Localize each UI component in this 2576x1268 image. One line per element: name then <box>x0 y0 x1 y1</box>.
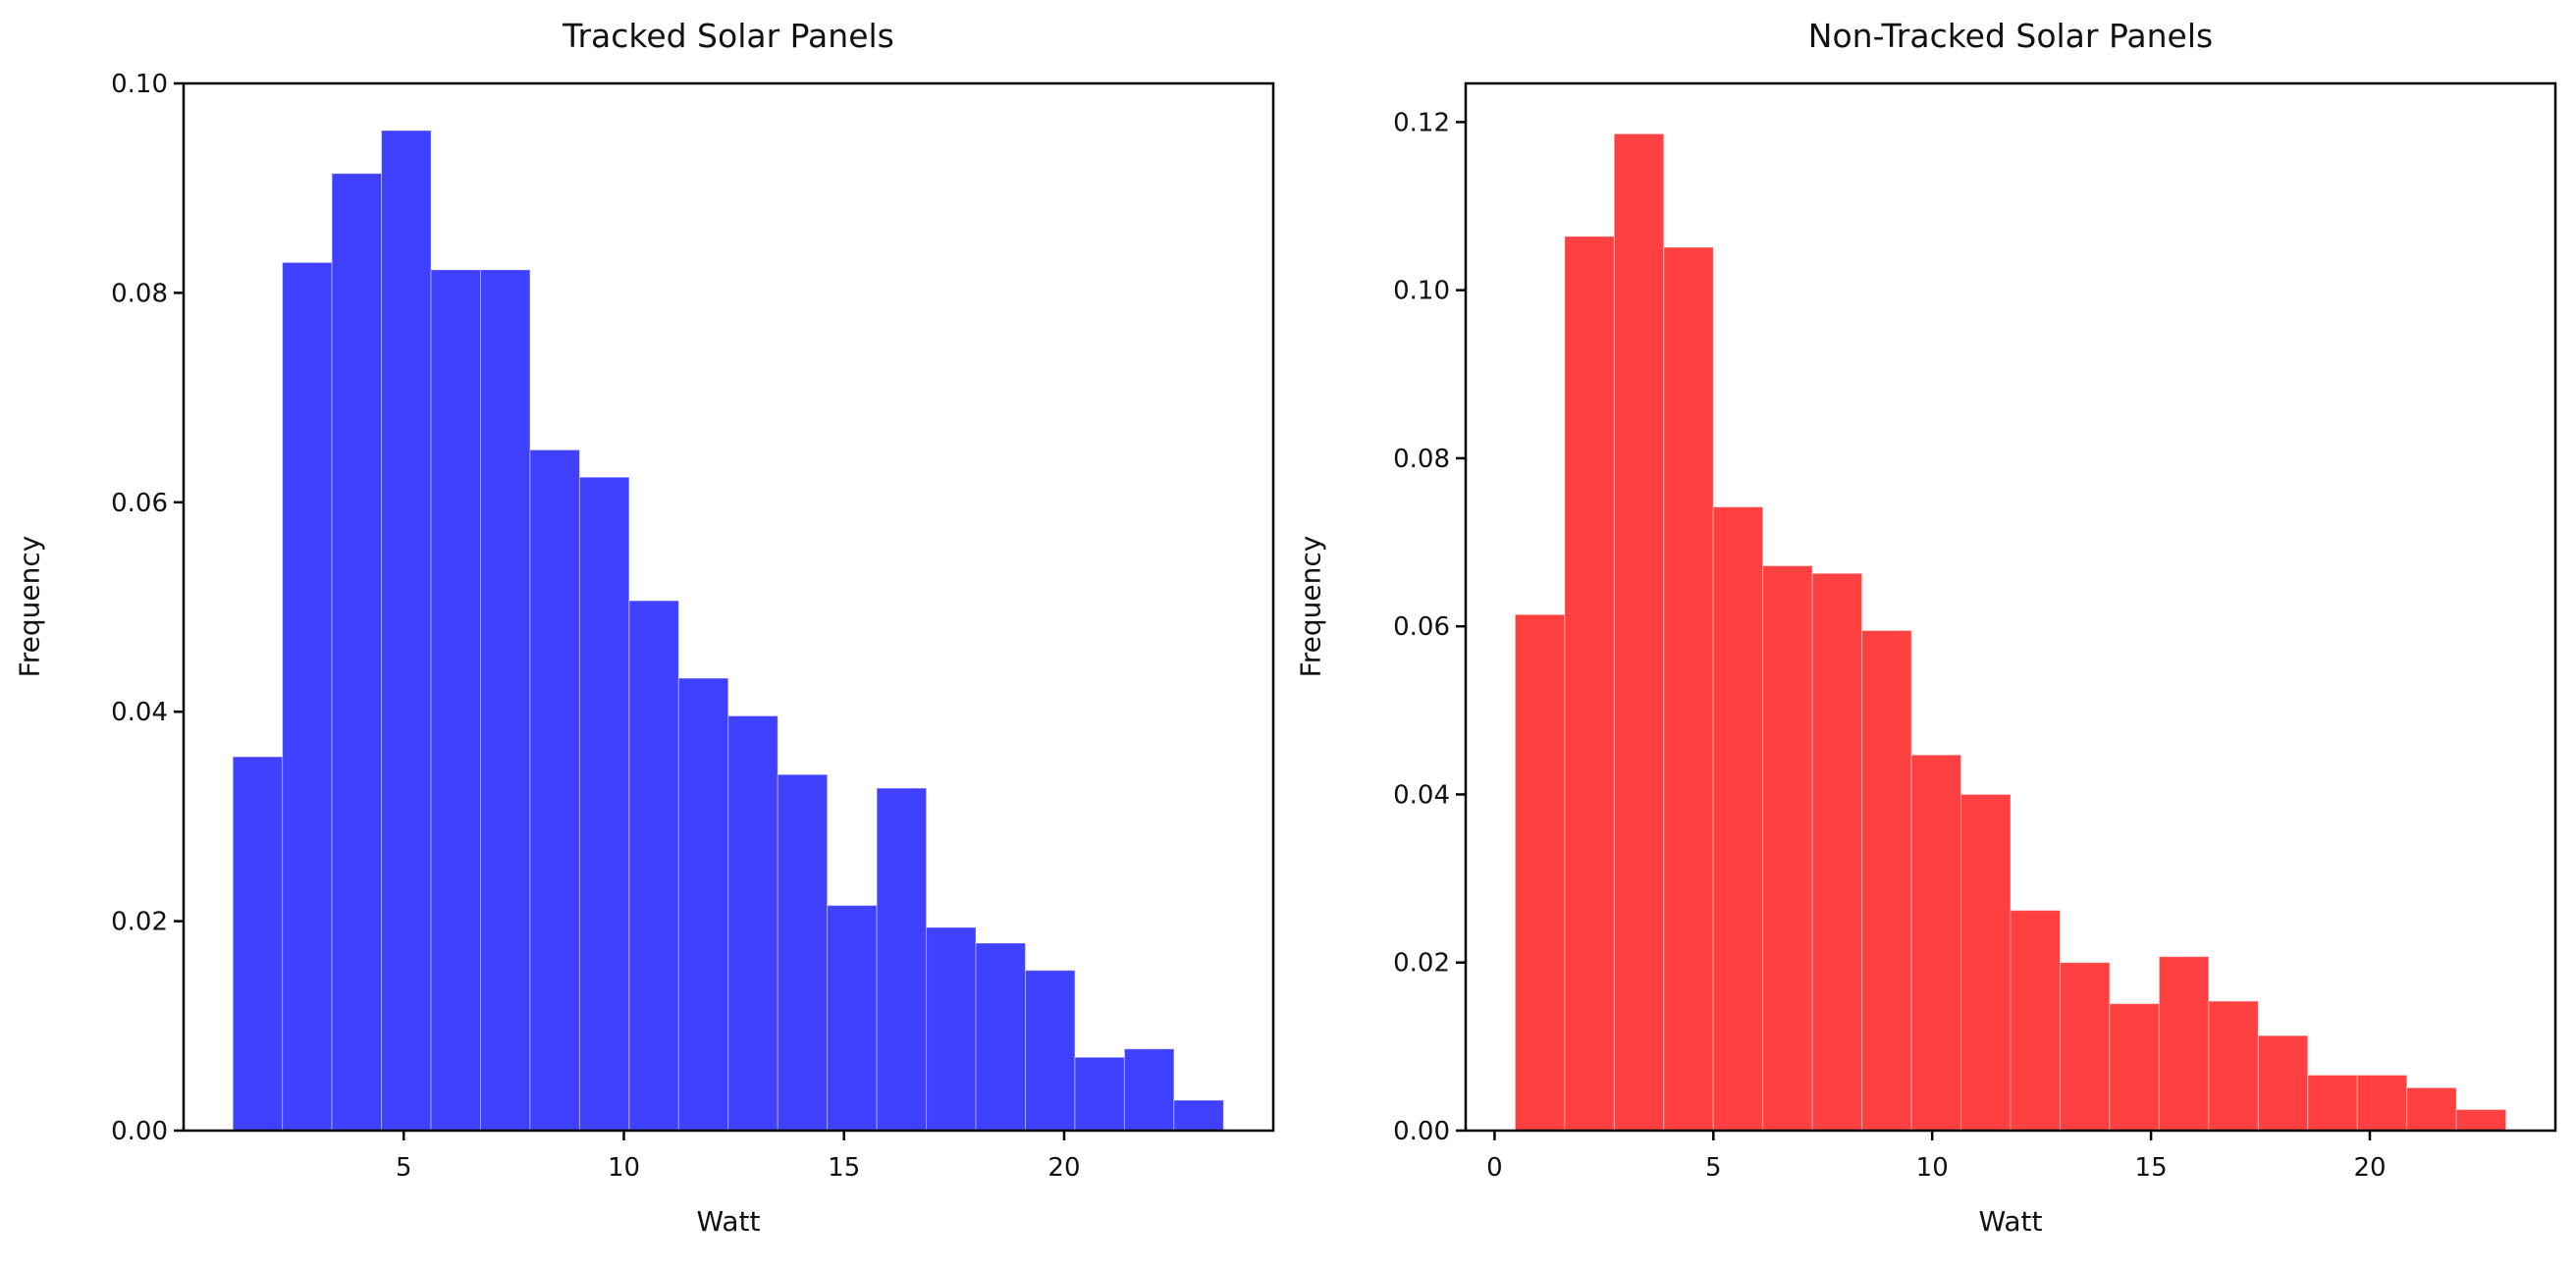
y-tick-label: 0.02 <box>111 908 168 937</box>
x-tick-label: 15 <box>2135 1153 2168 1183</box>
histogram-bar <box>331 173 383 1132</box>
x-tick-label: 5 <box>396 1153 412 1183</box>
histogram-bar <box>628 600 679 1132</box>
histogram-bar <box>1811 572 1863 1132</box>
histogram-bar <box>1762 565 1813 1132</box>
histogram-bar <box>1173 1099 1224 1132</box>
histogram-bar <box>430 269 482 1132</box>
histogram-bar <box>1025 970 1076 1132</box>
histogram-bar <box>529 449 580 1132</box>
histogram-bar <box>1613 132 1665 1132</box>
histogram-bar <box>578 476 630 1132</box>
histogram-bar <box>677 677 729 1132</box>
y-tick-label: 0.02 <box>1393 949 1450 978</box>
histogram-bar <box>975 942 1026 1132</box>
histogram-bar <box>1910 754 1962 1132</box>
x-tick-label: 10 <box>608 1153 640 1183</box>
y-tick-label: 0.06 <box>111 489 168 518</box>
histogram-bar <box>827 905 878 1132</box>
histogram-bar <box>1861 629 1912 1132</box>
histogram-bar <box>1074 1056 1125 1132</box>
histogram-plot-right: 0 5 10 15 20 0.00 0.02 0.04 0.06 0.08 0.10 0.12 <box>1393 81 2557 1183</box>
x-tick-label: 20 <box>2353 1153 2386 1183</box>
y-tick-label: 0.00 <box>1393 1117 1450 1146</box>
histogram-bar <box>1960 793 2012 1132</box>
histogram-bar <box>777 773 829 1132</box>
x-tick-label: 5 <box>1705 1153 1722 1183</box>
histogram-bar <box>381 130 432 1132</box>
x-tick-label: 15 <box>828 1153 860 1183</box>
histogram-bar <box>727 714 778 1132</box>
histogram-bar <box>1712 506 1764 1132</box>
histogram-bar <box>926 926 977 1132</box>
y-tick-label: 0.00 <box>111 1117 168 1146</box>
chart-title-right: Non-Tracked Solar Panels <box>1807 17 2214 55</box>
histogram-plot-left: 5 10 15 20 0.00 0.02 0.04 0.06 0.08 0.10 <box>111 70 1275 1183</box>
histogram-bar <box>1514 613 1566 1132</box>
histogram-bar <box>2158 956 2210 1132</box>
y-tick-label: 0.04 <box>111 698 168 727</box>
y-tick-label: 0.08 <box>1393 445 1450 474</box>
plot-border <box>1464 81 2557 1133</box>
histogram-bar <box>2010 910 2061 1132</box>
x-tick-label: 20 <box>1047 1153 1080 1183</box>
histogram-bar <box>2257 1034 2309 1132</box>
histogram-bar <box>2208 1000 2259 1132</box>
y-axis-label-right: Frequency <box>1294 535 1327 678</box>
y-tick-label: 0.12 <box>1393 108 1450 137</box>
histogram-bar <box>1564 236 1615 1132</box>
y-tick-label: 0.08 <box>111 279 168 308</box>
histogram-bar <box>2455 1109 2507 1132</box>
y-tick-label: 0.10 <box>111 70 168 99</box>
y-tick-label: 0.06 <box>1393 612 1450 642</box>
x-axis-label-right: Watt <box>1978 1205 2043 1238</box>
histogram-bar <box>2109 1003 2160 1132</box>
histogram-bar <box>2059 962 2111 1132</box>
plot-border <box>182 81 1275 1133</box>
histogram-bar <box>2406 1086 2457 1132</box>
histogram-bar <box>1123 1048 1175 1132</box>
x-tick-label: 10 <box>1916 1153 1949 1183</box>
y-axis-label-left: Frequency <box>13 535 46 678</box>
x-tick-label: 0 <box>1486 1153 1503 1183</box>
histogram-bar <box>2356 1074 2408 1132</box>
y-tick-label: 0.04 <box>1393 780 1450 810</box>
histogram-bar <box>282 261 333 1132</box>
x-axis-label-left: Watt <box>696 1205 761 1238</box>
histogram-bar <box>480 269 531 1132</box>
histogram-bar <box>232 756 284 1132</box>
histogram-bar <box>876 787 928 1132</box>
chart-title-left: Tracked Solar Panels <box>563 17 894 55</box>
histogram-bar <box>2307 1074 2358 1132</box>
histogram-bar <box>1663 246 1714 1132</box>
y-tick-label: 0.10 <box>1393 277 1450 306</box>
